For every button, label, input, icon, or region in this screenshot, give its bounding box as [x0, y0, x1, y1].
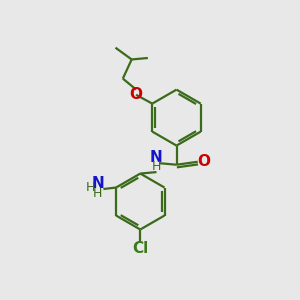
Text: O: O: [130, 87, 142, 102]
Text: N: N: [91, 176, 104, 191]
Text: O: O: [198, 154, 211, 169]
Text: H: H: [86, 181, 95, 194]
Text: H: H: [93, 187, 102, 200]
Text: Cl: Cl: [132, 241, 148, 256]
Text: H: H: [152, 160, 161, 173]
Text: N: N: [150, 151, 163, 166]
